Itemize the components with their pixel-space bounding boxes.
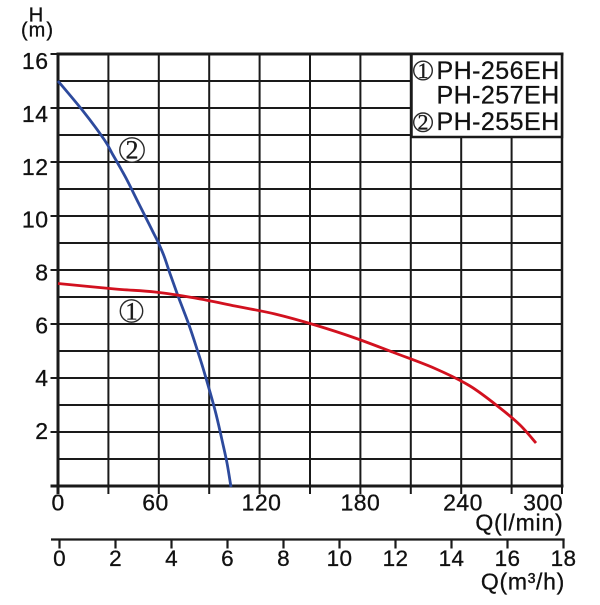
svg-text:16: 16 — [22, 48, 49, 74]
svg-text:(m): (m) — [21, 20, 54, 42]
svg-text:1: 1 — [418, 58, 429, 83]
svg-text:18: 18 — [551, 546, 577, 571]
svg-text:2: 2 — [126, 136, 139, 165]
svg-text:60: 60 — [142, 490, 169, 516]
svg-text:14: 14 — [22, 101, 49, 127]
svg-text:2: 2 — [35, 418, 48, 444]
svg-text:H: H — [29, 5, 43, 27]
svg-text:14: 14 — [439, 546, 465, 571]
svg-text:8: 8 — [35, 260, 48, 286]
svg-text:8: 8 — [277, 546, 290, 571]
svg-text:Q(m³/h): Q(m³/h) — [481, 569, 565, 595]
svg-text:Q(l/min): Q(l/min) — [475, 510, 563, 536]
svg-text:6: 6 — [35, 312, 48, 338]
svg-text:PH-255EH: PH-255EH — [437, 108, 560, 136]
svg-text:4: 4 — [165, 546, 178, 571]
svg-text:120: 120 — [242, 490, 282, 516]
svg-text:2: 2 — [418, 110, 429, 135]
svg-text:0: 0 — [52, 490, 65, 516]
svg-text:4: 4 — [35, 365, 48, 391]
svg-text:1: 1 — [125, 298, 138, 325]
svg-text:2: 2 — [109, 546, 122, 571]
svg-text:240: 240 — [443, 490, 483, 516]
svg-text:PH-256EH: PH-256EH — [437, 57, 560, 85]
svg-text:10: 10 — [22, 207, 49, 233]
svg-text:6: 6 — [221, 546, 234, 571]
svg-text:10: 10 — [327, 546, 353, 571]
svg-text:12: 12 — [383, 546, 409, 571]
svg-text:12: 12 — [22, 154, 49, 180]
svg-text:16: 16 — [495, 546, 521, 571]
svg-text:300: 300 — [523, 490, 563, 516]
svg-text:180: 180 — [340, 490, 380, 516]
svg-text:PH-257EH: PH-257EH — [437, 81, 560, 109]
svg-text:0: 0 — [53, 546, 66, 571]
